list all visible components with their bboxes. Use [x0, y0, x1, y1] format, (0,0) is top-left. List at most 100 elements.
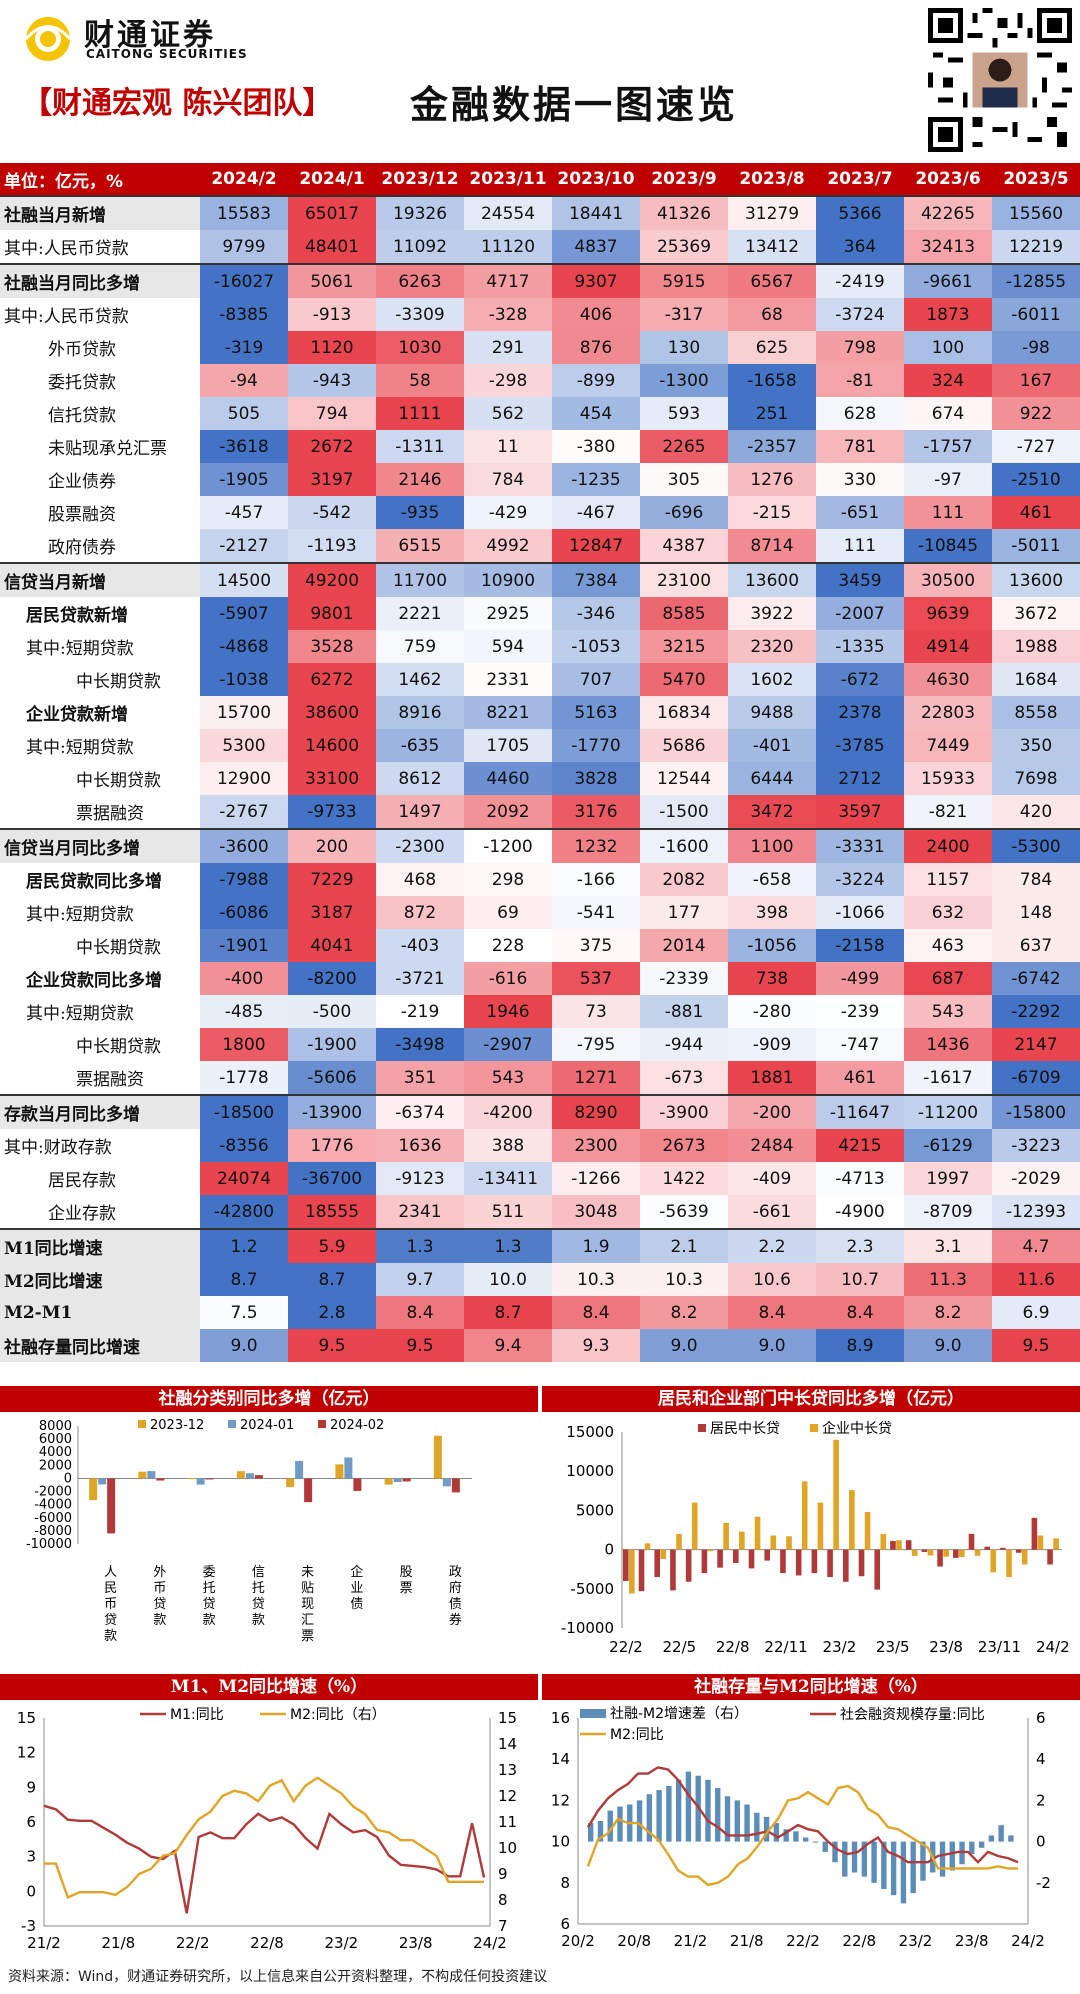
- row-label: 政府债券: [48, 538, 116, 558]
- row-label: M1同比增速: [0, 1228, 200, 1263]
- bar: [715, 1788, 721, 1842]
- table-cell: 1436: [904, 1028, 992, 1061]
- x-tick-label: 24/2: [1036, 1638, 1070, 1656]
- bar: [748, 1549, 755, 1569]
- bar: [905, 1540, 912, 1550]
- table-cell: -81: [816, 364, 904, 397]
- table-cell: -16027: [200, 263, 288, 298]
- table-cell: 543: [464, 1061, 552, 1095]
- bar: [1000, 1547, 1006, 1550]
- y-right-tick-label: 13: [498, 1761, 517, 1779]
- table-cell: 2221: [376, 597, 464, 630]
- table-cell: -200: [728, 1094, 816, 1129]
- table-cell: 13600: [728, 562, 816, 597]
- table-cell: -4900: [816, 1195, 904, 1229]
- table-cell: 543: [904, 995, 992, 1028]
- table-cell: 6515: [376, 529, 464, 563]
- table-cell: 11.6: [992, 1263, 1080, 1296]
- table-cell: -3900: [640, 1094, 728, 1129]
- table-cell: -8709: [904, 1195, 992, 1229]
- table-cell: -317: [640, 298, 728, 331]
- table-cell: 1602: [728, 663, 816, 696]
- row-label: 居民存款: [48, 1171, 116, 1191]
- row-label: 信托贷款: [48, 406, 116, 426]
- table-cell: -467: [552, 496, 640, 529]
- table-cell: -1235: [552, 463, 640, 496]
- table-cell: -2158: [816, 929, 904, 962]
- bar: [304, 1478, 313, 1503]
- table-cell: -5300: [992, 828, 1080, 863]
- table-row: 企业存款 -42800 18555 2341 511 3048 -5639 -661 -4900…: [0, 1195, 1080, 1229]
- table-row: 其中:人民币贷款 -8385 -913 -3309 -328 406 -317 68 -3724…: [0, 298, 1080, 331]
- table-cell: 38600: [288, 696, 376, 729]
- bar: [617, 1806, 623, 1842]
- table-cell: -2907: [464, 1028, 552, 1061]
- table-cell: 406: [552, 298, 640, 331]
- table-cell: -1200: [464, 828, 552, 863]
- table-row: 信贷当月同比多增 -3600 200 -2300 -1200 1232 -1600 1100-…: [0, 828, 1080, 863]
- table-cell: 784: [992, 863, 1080, 896]
- table-cell: 872: [376, 896, 464, 929]
- table-cell: -9733: [288, 795, 376, 829]
- table-cell: 324: [904, 364, 992, 397]
- table-cell: 505: [200, 397, 288, 430]
- bar: [764, 1549, 771, 1561]
- table-cell: 8.4: [552, 1296, 640, 1329]
- table-cell: 511: [464, 1195, 552, 1229]
- table-cell: 4717: [464, 263, 552, 298]
- table-cell: -6086: [200, 896, 288, 929]
- table-cell: 1120: [288, 331, 376, 364]
- bar: [874, 1549, 881, 1590]
- table-cell: 1873: [904, 298, 992, 331]
- bar: [881, 1841, 887, 1889]
- table-cell: -328: [464, 298, 552, 331]
- table-cell: -380: [552, 430, 640, 463]
- bar: [588, 1823, 594, 1842]
- table-cell: 9639: [904, 597, 992, 630]
- table-cell: 1462: [376, 663, 464, 696]
- table-cell: -4713: [816, 1162, 904, 1195]
- table-row: 其中:短期贷款 -6086 3187 872 69 -541 177 398 -1066 632 1…: [0, 896, 1080, 929]
- table-cell: -1617: [904, 1061, 992, 1095]
- table-cell: 9.5: [992, 1329, 1080, 1362]
- table-cell: 33100: [288, 762, 376, 795]
- y-right-tick-label: 11: [498, 1813, 517, 1831]
- series-line: [586, 1784, 1018, 1887]
- bar: [705, 1779, 711, 1842]
- table-cell: 674: [904, 397, 992, 430]
- bar: [254, 1475, 263, 1479]
- x-category-label: 人民币贷款: [104, 1565, 117, 1644]
- y-left-tick-label: 6: [560, 1915, 570, 1933]
- y-tick-label: -6000: [34, 1511, 72, 1526]
- bar: [754, 1812, 760, 1842]
- table-cell: 9.5: [288, 1329, 376, 1362]
- y-tick-label: 4000: [39, 1445, 72, 1460]
- y-tick-label: -2000: [34, 1485, 72, 1500]
- table-cell: 3828: [552, 762, 640, 795]
- table-cell: 11: [464, 430, 552, 463]
- table-cell: -2419: [816, 263, 904, 298]
- col-header: 2023/9: [640, 163, 728, 196]
- table-cell: -3223: [992, 1129, 1080, 1162]
- table-cell: 1157: [904, 863, 992, 896]
- table-cell: -5011: [992, 529, 1080, 563]
- y-tick-label: -4000: [34, 1498, 72, 1513]
- table-cell: 2400: [904, 828, 992, 863]
- bar: [433, 1435, 442, 1479]
- table-row: 外币贷款 -319 1120 1030 291 876 130 625 798 100 -98: [0, 331, 1080, 364]
- table-cell: 130: [640, 331, 728, 364]
- table-cell: 8612: [376, 762, 464, 795]
- table-cell: 100: [904, 331, 992, 364]
- table-cell: -881: [640, 995, 728, 1028]
- table-cell: -3724: [816, 298, 904, 331]
- table-cell: -239: [816, 995, 904, 1028]
- x-tick-label: 22/2: [786, 1932, 820, 1950]
- bar: [196, 1478, 205, 1485]
- bar: [921, 1549, 928, 1552]
- y-right-tick-label: 8: [498, 1891, 508, 1909]
- table-cell: 73: [552, 995, 640, 1028]
- bar: [675, 1779, 682, 1842]
- row-label: 社融当月同比多增: [0, 263, 200, 298]
- row-label: 其中:人民币贷款: [4, 239, 129, 259]
- table-cell: -1300: [640, 364, 728, 397]
